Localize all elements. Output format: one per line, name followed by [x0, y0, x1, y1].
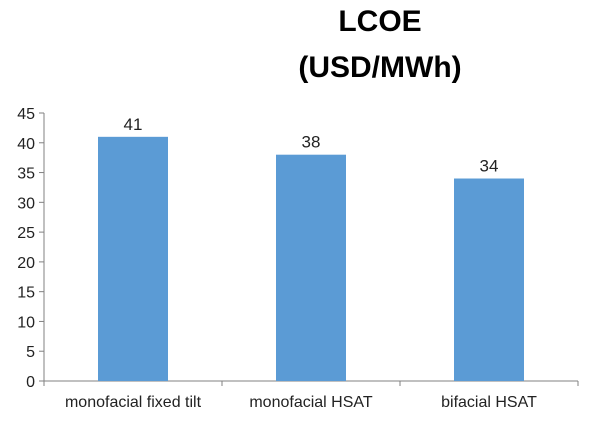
y-tick-label: 20	[17, 255, 35, 272]
y-tick-label: 30	[17, 195, 35, 212]
y-tick-label: 45	[17, 106, 35, 123]
y-tick-label: 15	[17, 285, 35, 302]
bar	[98, 136, 168, 381]
data-label: 38	[302, 133, 321, 152]
y-tick-label: 10	[17, 314, 35, 331]
y-tick-label: 0	[26, 374, 35, 391]
chart-title-line-1: LCOE	[338, 5, 422, 38]
chart-title-line-2: (USD/MWh)	[298, 51, 462, 84]
x-category-label: monofacial HSAT	[249, 394, 373, 411]
y-tick-label: 35	[17, 166, 35, 183]
bar	[276, 154, 346, 381]
bar	[454, 178, 524, 381]
y-tick-label: 25	[17, 225, 35, 242]
y-tick-label: 5	[26, 344, 35, 361]
x-category-label: bifacial HSAT	[441, 394, 537, 411]
data-label: 41	[124, 115, 143, 134]
x-category-label: monofacial fixed tilt	[65, 394, 202, 411]
data-label: 34	[480, 157, 499, 176]
y-tick-label: 40	[17, 136, 35, 153]
